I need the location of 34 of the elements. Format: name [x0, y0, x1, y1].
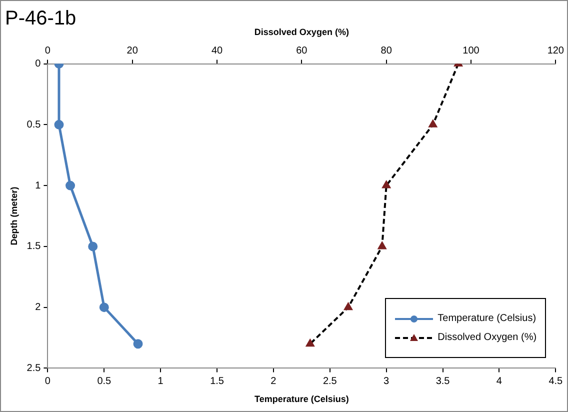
x-tick-label: 4: [496, 376, 502, 387]
legend-label: Temperature (Celsius): [438, 313, 536, 324]
x-tick-label: 0.5: [97, 376, 112, 387]
y-tick-label: 0: [35, 58, 42, 70]
x2-tick-label: 80: [380, 46, 392, 57]
x2-tick-label: 60: [296, 46, 308, 57]
x-axis-title: Temperature (Celsius): [254, 394, 349, 404]
x2-tick-label: 120: [547, 46, 564, 57]
x2-tick-label: 0: [44, 46, 51, 57]
legend-label: Dissolved Oxygen (%): [438, 332, 537, 344]
x-tick-label: 4.5: [548, 376, 564, 387]
point: [54, 120, 64, 130]
y-tick-label: 2.5: [26, 362, 42, 374]
y-tick-label: 1.5: [26, 241, 42, 252]
x-tick-label: 3: [384, 376, 390, 387]
point: [88, 242, 98, 252]
y-axis-title: Depth (meter): [8, 186, 19, 246]
x-tick-label: 3.5: [436, 376, 450, 387]
point: [99, 302, 109, 312]
x-tick-label: 2: [270, 376, 277, 387]
x2-tick-label: 100: [462, 46, 480, 57]
y-tick-label: 1: [35, 180, 42, 192]
x2-axis-title: Dissolved Oxygen (%): [254, 26, 349, 37]
y-tick-label: 2: [35, 302, 42, 314]
x2-tick-label: 20: [126, 46, 138, 57]
x2-tick-label: 40: [211, 46, 224, 57]
x-tick-label: 1.5: [210, 376, 224, 387]
point: [133, 339, 143, 349]
y-tick-label: 0.5: [26, 119, 42, 130]
x-tick-label: 2.5: [322, 376, 338, 387]
point: [66, 180, 76, 190]
chart-title: P-46-1b: [5, 8, 76, 30]
x-tick-label: 0: [44, 376, 51, 387]
x-tick-label: 1: [158, 376, 164, 387]
